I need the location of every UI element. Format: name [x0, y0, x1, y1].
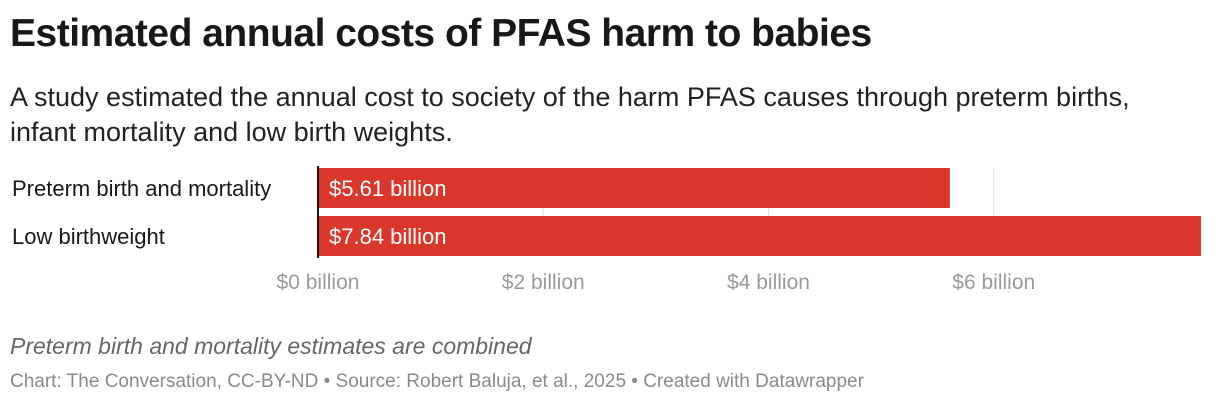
chart-subtitle: A study estimated the annual cost to soc… [10, 82, 1130, 147]
category-label-1: Low birthweight [12, 224, 165, 249]
bar-0 [318, 168, 950, 208]
x-tick-label-2: $4 billion [727, 271, 810, 294]
x-tick-label-3: $6 billion [952, 271, 1035, 294]
value-label-0: $5.61 billion [329, 176, 446, 201]
value-label-1: $7.84 billion [329, 224, 446, 249]
x-tick-label-0: $0 billion [277, 271, 360, 294]
bar-1 [318, 216, 1201, 256]
chart-title: Estimated annual costs of PFAS harm to b… [10, 12, 872, 55]
chart-credit: Chart: The Conversation, CC-BY-ND • Sour… [10, 371, 864, 392]
chart-note: Preterm birth and mortality estimates ar… [10, 333, 532, 359]
category-label-0: Preterm birth and mortality [12, 176, 271, 201]
bar-chart: Preterm birth and mortality $5.61 billion… [12, 166, 1201, 294]
x-tick-label-1: $2 billion [502, 271, 585, 294]
